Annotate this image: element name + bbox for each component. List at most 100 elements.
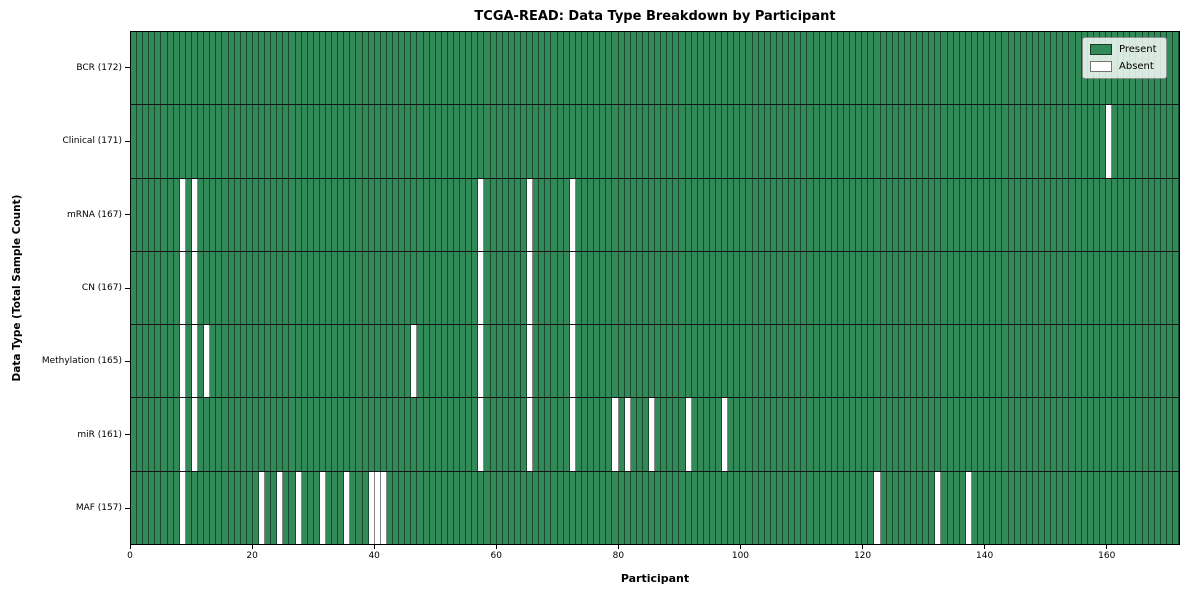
heatmap-cell-present [521,471,528,544]
heatmap-cell-present [380,325,387,398]
heatmap-cell-present [892,325,899,398]
heatmap-cell-present [581,32,589,105]
heatmap-cell-present [1136,398,1143,471]
heatmap-cell-present [923,325,930,398]
heatmap-cell-present [1106,251,1113,325]
heatmap-cell-present [338,105,345,178]
heatmap-cell-present [277,325,284,398]
heatmap-cell-present [472,325,479,398]
heatmap-cell-present [831,178,838,251]
heatmap-cell-present [813,178,820,251]
heatmap-cell-present [594,398,601,471]
heatmap-cell-present [795,105,802,178]
heatmap-cell-present [716,398,723,471]
heatmap-cell-present [417,105,424,178]
heatmap-cell-present [484,178,491,251]
heatmap-cell-present [191,32,199,105]
heatmap-cell-present [216,251,223,325]
heatmap-cell-present [490,105,497,178]
heatmap-cell-present [1045,398,1052,471]
heatmap-cell-present [740,105,747,178]
heatmap-cell-present [904,251,911,325]
x-tick-label: 40 [368,551,380,561]
heatmap-cell-present [911,178,918,251]
heatmap-cell-present [137,105,144,178]
heatmap-cell-present [161,251,168,325]
heatmap-cell-present [575,32,582,105]
heatmap-cell-present [990,398,997,471]
heatmap-cell-present [1142,325,1149,398]
heatmap-cell-present [155,105,162,178]
heatmap-cell-present [624,32,631,105]
heatmap-cell-present [1038,178,1046,251]
heatmap-cell-present [277,105,284,178]
heatmap-cell-present [185,251,192,325]
heatmap-cell-present [1160,251,1167,325]
heatmap-cell-present [472,178,479,251]
heatmap-cell-present [198,471,205,544]
heatmap-cell-present [886,325,893,398]
heatmap-cell-present [636,32,643,105]
heatmap-cell-present [246,178,253,251]
heatmap-cell-present [1014,105,1021,178]
heatmap-cell-present [405,251,412,325]
x-tick-label: 0 [127,551,133,561]
heatmap-cell-present [447,178,454,251]
heatmap-cell-present [764,251,771,325]
heatmap-cell-present [557,32,564,105]
heatmap-cell-present [594,471,601,544]
heatmap-cell-present [825,251,832,325]
heatmap-cell-present [801,32,808,105]
heatmap-cell-present [624,251,631,325]
heatmap-cell-present [588,398,595,471]
heatmap-cell-present [356,251,363,325]
heatmap-cell-present [935,251,942,325]
heatmap-cell-present [880,325,887,398]
heatmap-cell-present [1148,251,1155,325]
heatmap-cell-present [874,32,881,105]
x-axis-label: Participant [620,572,690,585]
heatmap-cell-present [661,471,668,544]
heatmap-cell-present [624,325,631,398]
heatmap-cell-present [1142,398,1149,471]
heatmap-cell-present [728,471,735,544]
heatmap-cell-present [368,325,375,398]
heatmap-cell-present [265,398,272,471]
heatmap-cell-present [734,471,741,544]
heatmap-cell-present [953,325,960,398]
heatmap-cell-present [539,32,546,105]
heatmap-cell-present [460,32,467,105]
heatmap-cell-present [319,325,326,398]
heatmap-cell-present [642,325,649,398]
heatmap-cell-present [557,178,564,251]
heatmap-cell-present [868,32,875,105]
heatmap-cell-present [545,178,552,251]
heatmap-cell-present [252,178,259,251]
heatmap-cell-present [1032,398,1039,471]
heatmap-cell-present [1051,32,1058,105]
heatmap-cell-present [636,471,643,544]
heatmap-cell-present [789,325,796,398]
heatmap-cell-present [429,251,436,325]
heatmap-cell-present [313,471,320,544]
heatmap-cell-present [752,178,759,251]
heatmap-cell-present [563,325,570,398]
heatmap-cell-present [825,398,832,471]
heatmap-cell-present [1173,471,1180,544]
heatmap-cell-present [527,105,534,178]
heatmap-cell-present [917,105,924,178]
heatmap-cell-present [155,398,162,471]
heatmap-cell-present [460,398,467,471]
heatmap-cell-present [380,32,387,105]
heatmap-cell-present [703,32,710,105]
heatmap-cell-present [716,251,723,325]
heatmap-cell-present [185,471,192,544]
heatmap-cell-present [1020,105,1027,178]
heatmap-cell-present [496,251,503,325]
heatmap-cell-present [770,471,777,544]
heatmap-cell-present [569,471,576,544]
heatmap-cell-present [149,178,156,251]
heatmap-cell-present [453,251,461,325]
heatmap-cell-present [557,325,564,398]
heatmap-cell-present [1081,105,1088,178]
